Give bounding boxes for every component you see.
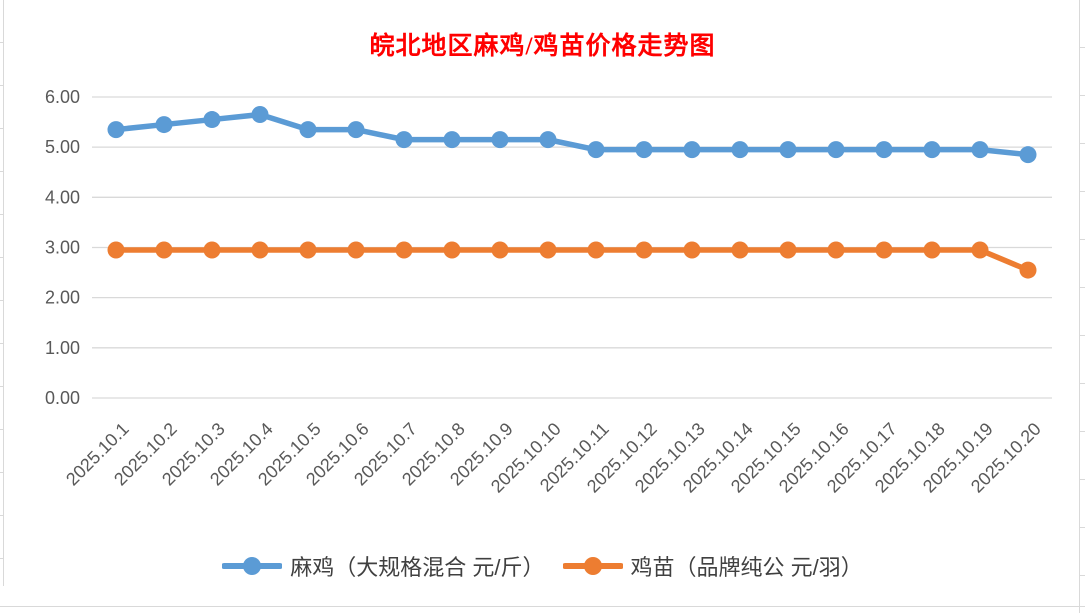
y-axis-tick-label: 1.00 <box>45 338 80 358</box>
data-point[interactable] <box>203 111 221 129</box>
data-point[interactable] <box>827 241 845 259</box>
data-point[interactable] <box>395 131 413 149</box>
legend-marker-icon <box>562 557 623 575</box>
data-point[interactable] <box>491 241 509 259</box>
legend-label: 鸡苗（品牌纯公 元/羽） <box>630 555 863 580</box>
data-point[interactable] <box>779 141 797 159</box>
spreadsheet-gridlines-left <box>0 0 4 586</box>
data-point[interactable] <box>587 141 605 159</box>
data-point[interactable] <box>491 131 509 149</box>
data-point[interactable] <box>683 141 701 159</box>
data-point[interactable] <box>923 141 941 159</box>
data-point[interactable] <box>251 241 269 259</box>
data-point[interactable] <box>155 116 173 134</box>
spreadsheet-gridlines-right <box>1079 0 1085 613</box>
data-point[interactable] <box>443 241 461 259</box>
y-axis-tick-label: 0.00 <box>45 388 80 408</box>
data-point[interactable] <box>1019 146 1037 164</box>
data-point[interactable] <box>971 141 989 159</box>
y-axis-tick-label: 2.00 <box>45 288 80 308</box>
data-point[interactable] <box>1019 261 1037 279</box>
y-axis-tick-label: 6.00 <box>45 87 80 107</box>
data-point[interactable] <box>539 241 557 259</box>
data-point[interactable] <box>635 141 653 159</box>
data-point[interactable] <box>107 121 125 139</box>
legend-marker-icon <box>222 557 283 575</box>
data-point[interactable] <box>635 241 653 259</box>
data-point[interactable] <box>443 131 461 149</box>
data-point[interactable] <box>779 241 797 259</box>
data-point[interactable] <box>395 241 413 259</box>
legend-item-1[interactable]: 麻鸡（大规格混合 元/斤） <box>222 550 545 582</box>
data-point[interactable] <box>347 241 365 259</box>
data-point[interactable] <box>107 241 125 259</box>
data-point[interactable] <box>923 241 941 259</box>
data-point[interactable] <box>539 131 557 149</box>
data-point[interactable] <box>683 241 701 259</box>
data-point[interactable] <box>251 106 269 124</box>
data-point[interactable] <box>731 141 749 159</box>
data-point[interactable] <box>587 241 605 259</box>
data-point[interactable] <box>203 241 221 259</box>
data-point[interactable] <box>731 241 749 259</box>
chart-bottom-border <box>0 606 1085 607</box>
data-point[interactable] <box>971 241 989 259</box>
data-point[interactable] <box>299 121 317 139</box>
data-point[interactable] <box>299 241 317 259</box>
y-axis-tick-label: 4.00 <box>45 187 80 207</box>
legend-item-2[interactable]: 鸡苗（品牌纯公 元/羽） <box>562 550 863 582</box>
legend-label: 麻鸡（大规格混合 元/斤） <box>290 555 545 580</box>
data-point[interactable] <box>347 121 365 139</box>
chart-legend: 麻鸡（大规格混合 元/斤） 鸡苗（品牌纯公 元/羽） <box>0 550 1085 582</box>
data-point[interactable] <box>827 141 845 159</box>
y-axis-tick-label: 5.00 <box>45 137 80 157</box>
chart-title: 皖北地区麻鸡/鸡苗价格走势图 <box>369 33 716 60</box>
y-axis-tick-label: 3.00 <box>45 237 80 257</box>
data-point[interactable] <box>875 241 893 259</box>
data-point[interactable] <box>155 241 173 259</box>
data-point[interactable] <box>875 141 893 159</box>
